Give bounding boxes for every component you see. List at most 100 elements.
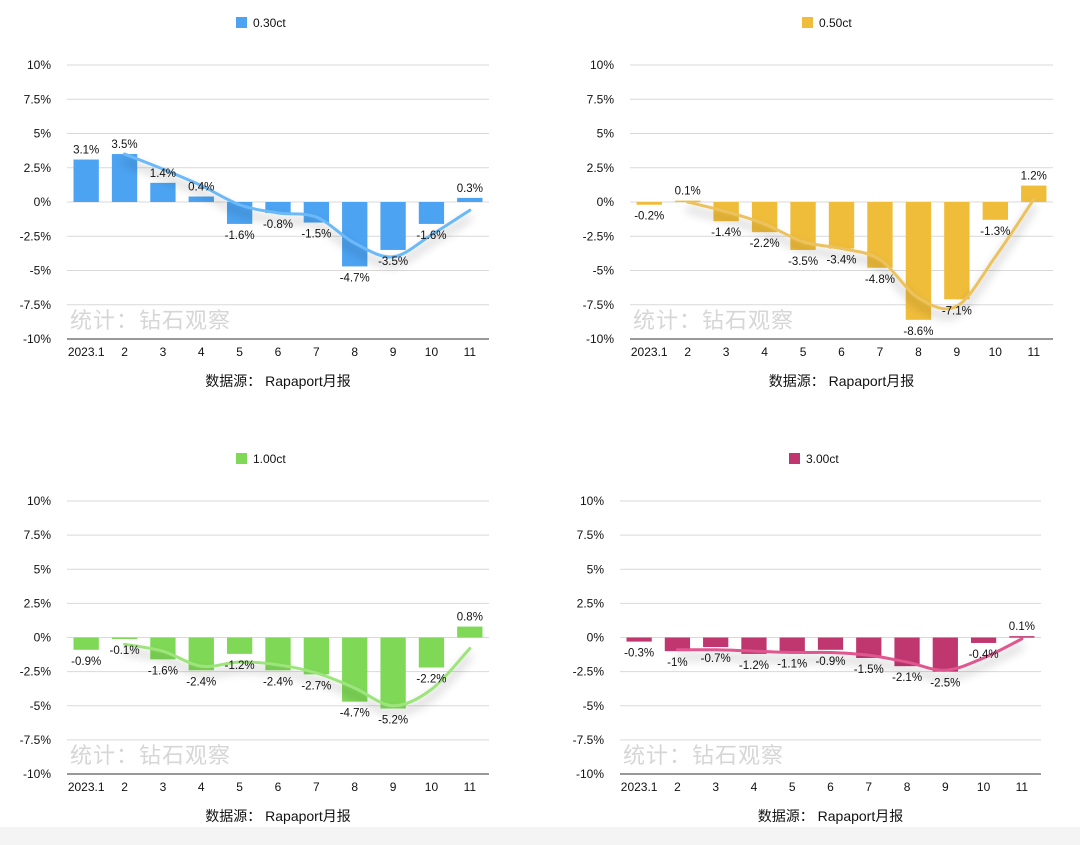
data-label: -1.6% bbox=[416, 230, 446, 242]
bar bbox=[226, 637, 253, 654]
data-label: -2.2% bbox=[416, 674, 446, 686]
data-label: -0.9% bbox=[815, 656, 845, 668]
data-label: -1.4% bbox=[711, 227, 741, 239]
data-label: -1.1% bbox=[777, 659, 807, 671]
x-tick-label: 11 bbox=[464, 780, 477, 794]
x-tick-label: 10 bbox=[989, 345, 1003, 359]
data-label: 0.1% bbox=[675, 186, 701, 198]
bar bbox=[342, 202, 368, 267]
bar bbox=[779, 637, 805, 653]
legend-swatch bbox=[236, 453, 247, 464]
x-tick-label: 2023.1 bbox=[68, 780, 105, 794]
data-label: -0.8% bbox=[263, 219, 293, 231]
legend-label: 0.30ct bbox=[253, 16, 286, 30]
y-tick-label: 0% bbox=[597, 195, 615, 209]
bar bbox=[636, 202, 662, 205]
bar bbox=[457, 626, 483, 638]
y-tick-label: 2.5% bbox=[577, 596, 605, 610]
y-tick-label: -7.5% bbox=[20, 733, 52, 747]
watermark: 统计：钻石观察 bbox=[633, 308, 794, 333]
y-tick-label: 7.5% bbox=[24, 92, 52, 106]
data-label: -2.2% bbox=[750, 238, 780, 250]
x-tick-label: 5 bbox=[236, 780, 243, 794]
data-label: -3.5% bbox=[788, 256, 818, 268]
bar bbox=[265, 202, 291, 213]
y-tick-label: 0% bbox=[587, 631, 605, 645]
data-label: 1.4% bbox=[150, 168, 176, 180]
legend-swatch bbox=[802, 17, 813, 28]
y-tick-label: 2.5% bbox=[24, 596, 52, 610]
y-tick-label: 5% bbox=[597, 127, 615, 141]
x-tick-label: 11 bbox=[1016, 780, 1029, 794]
bar bbox=[817, 637, 844, 650]
source-label: 数据源： Rapaport月报 bbox=[205, 808, 350, 824]
legend: 0.30ct bbox=[236, 16, 286, 30]
bar bbox=[111, 154, 138, 202]
y-tick-label: -10% bbox=[586, 332, 614, 346]
x-tick-label: 2023.1 bbox=[68, 345, 105, 359]
data-label: 0.1% bbox=[1009, 621, 1035, 633]
bar bbox=[664, 637, 691, 652]
data-label: 1.2% bbox=[1021, 171, 1047, 183]
x-tick-label: 3 bbox=[160, 345, 167, 359]
legend-label: 3.00ct bbox=[806, 452, 839, 466]
data-label: -1.6% bbox=[148, 665, 178, 677]
x-tick-label: 6 bbox=[827, 780, 834, 794]
bar bbox=[303, 202, 330, 223]
x-tick-label: 4 bbox=[761, 345, 768, 359]
y-tick-label: -7.5% bbox=[20, 298, 52, 312]
y-tick-label: -5% bbox=[593, 264, 615, 278]
x-tick-label: 9 bbox=[390, 345, 397, 359]
y-tick-label: -5% bbox=[583, 699, 605, 713]
bar bbox=[457, 197, 483, 202]
x-tick-label: 7 bbox=[313, 780, 320, 794]
y-tick-label: 2.5% bbox=[587, 161, 615, 175]
data-label: -0.3% bbox=[624, 648, 654, 660]
legend: 1.00ct bbox=[236, 452, 286, 466]
y-tick-label: 5% bbox=[34, 562, 52, 576]
x-tick-label: 10 bbox=[977, 780, 991, 794]
x-tick-label: 8 bbox=[904, 780, 911, 794]
bar bbox=[944, 202, 970, 300]
bar bbox=[418, 637, 445, 668]
source-label: 数据源： Rapaport月报 bbox=[769, 373, 914, 389]
y-tick-label: -5% bbox=[30, 264, 52, 278]
data-label: -1.6% bbox=[225, 230, 255, 242]
legend: 0.50ct bbox=[802, 16, 852, 30]
data-label: -1.2% bbox=[739, 660, 769, 672]
data-label: -1% bbox=[667, 657, 687, 669]
y-tick-label: 0% bbox=[34, 631, 52, 645]
data-label: -1.5% bbox=[301, 229, 331, 241]
trend-line bbox=[686, 197, 1036, 311]
data-label: -0.2% bbox=[634, 211, 664, 223]
bar bbox=[380, 202, 406, 250]
bar bbox=[703, 637, 729, 648]
data-label: -1.5% bbox=[854, 664, 884, 676]
chart-100ct: 1.00ct 10% 7.5% 5% 2.5% 0% -2.5% -5% -7.5% -10% 统计… bbox=[20, 452, 489, 824]
x-tick-label: 11 bbox=[464, 345, 477, 359]
trend-line bbox=[675, 637, 1024, 672]
y-tick-label: -2.5% bbox=[583, 229, 615, 243]
y-tick-label: -7.5% bbox=[573, 733, 605, 747]
y-tick-label: 7.5% bbox=[577, 528, 605, 542]
x-tick-label: 9 bbox=[954, 345, 961, 359]
y-tick-label: 5% bbox=[587, 562, 605, 576]
y-tick-label: -2.5% bbox=[20, 229, 52, 243]
y-tick-label: -5% bbox=[30, 699, 52, 713]
data-label: -1.2% bbox=[225, 660, 255, 672]
bar bbox=[982, 202, 1009, 220]
bar bbox=[905, 202, 932, 320]
x-tick-label: 8 bbox=[351, 780, 358, 794]
data-label: -2.7% bbox=[301, 680, 331, 692]
data-label: -3.5% bbox=[378, 256, 408, 268]
y-tick-label: -10% bbox=[23, 767, 51, 781]
data-label: -1.3% bbox=[980, 226, 1010, 238]
x-tick-label: 2 bbox=[684, 345, 691, 359]
data-label: -0.1% bbox=[110, 645, 140, 657]
data-label: -0.9% bbox=[71, 656, 101, 668]
bar bbox=[856, 637, 882, 658]
bar bbox=[303, 637, 330, 675]
x-tick-label: 9 bbox=[942, 780, 949, 794]
x-tick-label: 5 bbox=[800, 345, 807, 359]
x-tick-label: 3 bbox=[160, 780, 167, 794]
